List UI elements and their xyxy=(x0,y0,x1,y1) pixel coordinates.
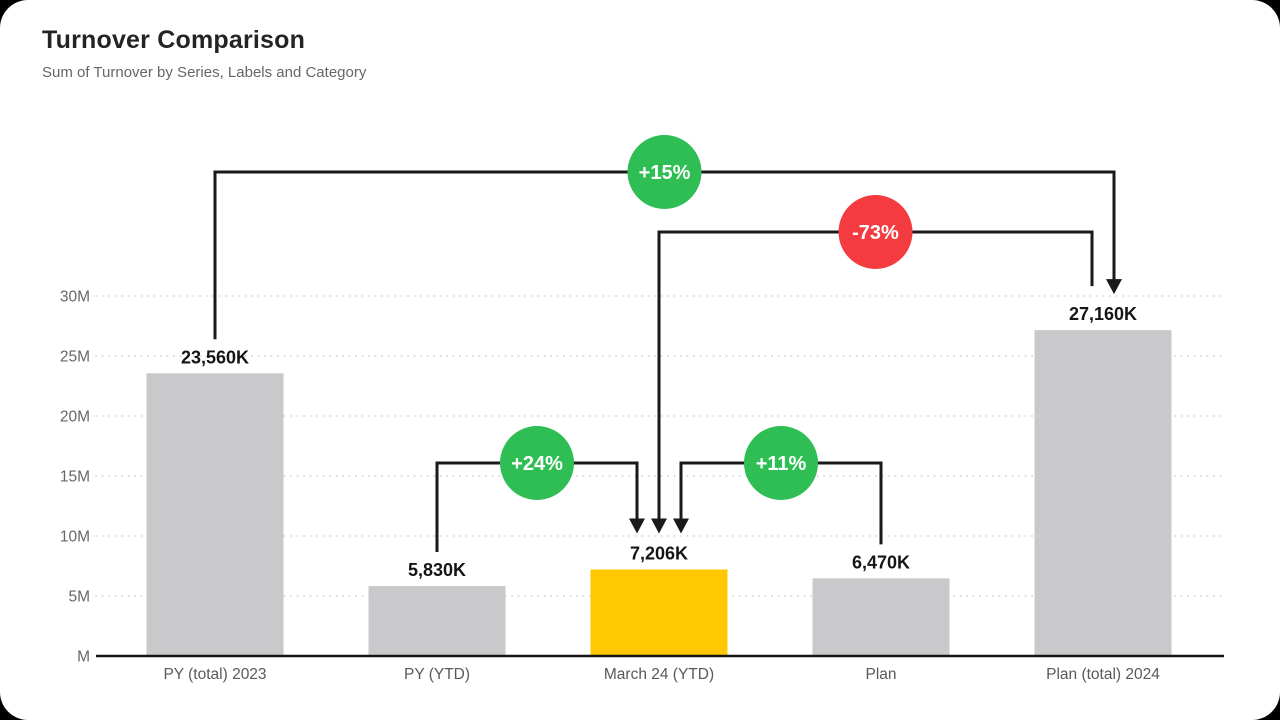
arrowhead-icon-+24% xyxy=(629,518,645,534)
bar-PY (YTD)[interactable] xyxy=(368,586,506,656)
y-axis-tick-20M: 20M xyxy=(60,409,90,426)
variance-bubble-label-+15%: +15% xyxy=(639,162,691,184)
category-label-PY (YTD): PY (YTD) xyxy=(404,666,470,683)
arrowhead-icon-+11% xyxy=(673,518,689,534)
category-label-Plan: Plan xyxy=(865,666,896,683)
value-label-March 24 (YTD): 7,206K xyxy=(630,544,688,564)
category-label-March 24 (YTD): March 24 (YTD) xyxy=(604,666,714,683)
y-axis-tick-15M: 15M xyxy=(60,469,90,486)
bar-Plan (total) 2024[interactable] xyxy=(1034,330,1172,656)
y-axis-tick-5M: 5M xyxy=(68,589,90,606)
bar-PY (total) 2023[interactable] xyxy=(146,373,284,656)
y-axis-tick-30M: 30M xyxy=(60,289,90,306)
variance-bubble-+24%[interactable] xyxy=(500,426,574,500)
variance-connector--73% xyxy=(657,230,1094,521)
bar-Plan[interactable] xyxy=(812,578,950,656)
variance-bubble-+15%[interactable] xyxy=(627,135,702,209)
variance-bubble-label-+24%: +24% xyxy=(511,453,563,475)
bar-March 24 (YTD)[interactable] xyxy=(590,569,728,656)
arrowhead-icon-+15% xyxy=(1106,279,1122,295)
value-label-Plan (total) 2024: 27,160K xyxy=(1069,304,1137,324)
y-axis-tick-10M: 10M xyxy=(60,529,90,546)
y-axis-tick-25M: 25M xyxy=(60,349,90,366)
category-label-PY (total) 2023: PY (total) 2023 xyxy=(163,666,266,683)
value-label-Plan: 6,470K xyxy=(852,552,910,572)
category-label-Plan (total) 2024: Plan (total) 2024 xyxy=(1046,666,1160,683)
variance-bubble-label-+11%: +11% xyxy=(756,453,807,475)
chart-title: Turnover Comparison xyxy=(42,26,306,54)
value-label-PY (YTD): 5,830K xyxy=(408,560,466,580)
value-label-PY (total) 2023: 23,560K xyxy=(181,347,249,367)
variance-bubble--73%[interactable] xyxy=(838,195,913,269)
arrowhead-icon--73% xyxy=(651,518,667,534)
variance-bubble-label--73%: -73% xyxy=(852,222,899,244)
chart-subtitle: Sum of Turnover by Series, Labels and Ca… xyxy=(42,64,367,81)
y-axis-tick-M: M xyxy=(77,649,90,666)
variance-bubble-+11%[interactable] xyxy=(744,426,818,500)
chart-header: Turnover Comparison Sum of Turnover by S… xyxy=(42,26,366,81)
